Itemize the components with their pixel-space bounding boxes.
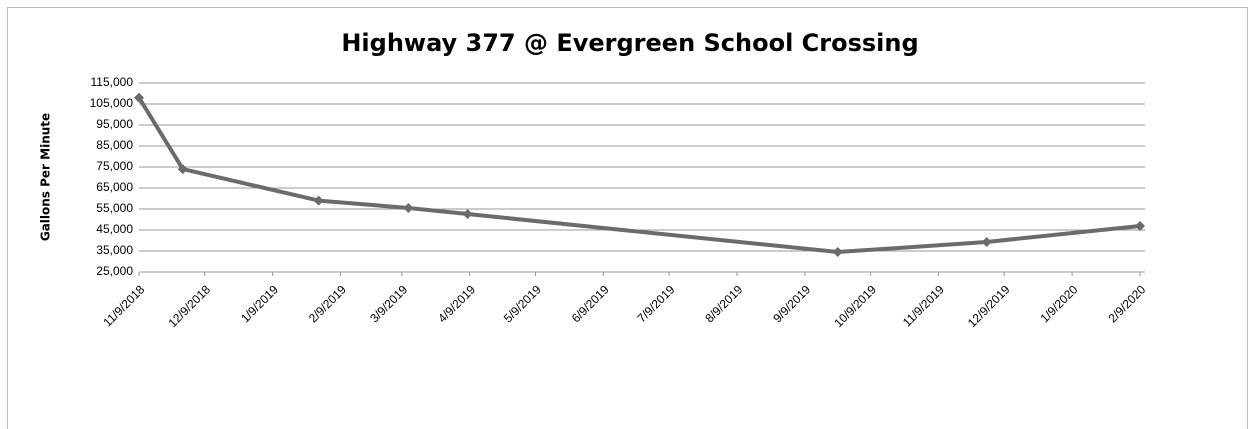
marker	[832, 247, 843, 258]
y-tick-label: 35,000	[96, 243, 133, 257]
marker	[313, 195, 324, 206]
y-tick-label: 65,000	[96, 180, 133, 194]
marker	[1135, 221, 1145, 232]
y-tick-label: 25,000	[96, 264, 133, 278]
line	[137, 96, 1141, 255]
marker	[981, 236, 992, 247]
chart-border	[7, 7, 1248, 429]
marker	[403, 202, 414, 213]
y-tick-label: 55,000	[96, 201, 133, 215]
y-tick-label: 95,000	[96, 117, 133, 131]
chart-title: Highway 377 @ Evergreen School Crossing	[341, 29, 918, 57]
marker	[462, 209, 473, 220]
y-tick-label: 105,000	[90, 96, 134, 110]
marker	[177, 164, 188, 175]
y-tick-label: 45,000	[96, 222, 133, 236]
y-tick-label: 85,000	[96, 138, 133, 152]
marker	[134, 92, 144, 103]
y-tick-label: 115,000	[91, 75, 134, 89]
y-axis-label: Gallons Per Minute	[39, 113, 53, 241]
y-tick-label: 75,000	[96, 159, 133, 173]
